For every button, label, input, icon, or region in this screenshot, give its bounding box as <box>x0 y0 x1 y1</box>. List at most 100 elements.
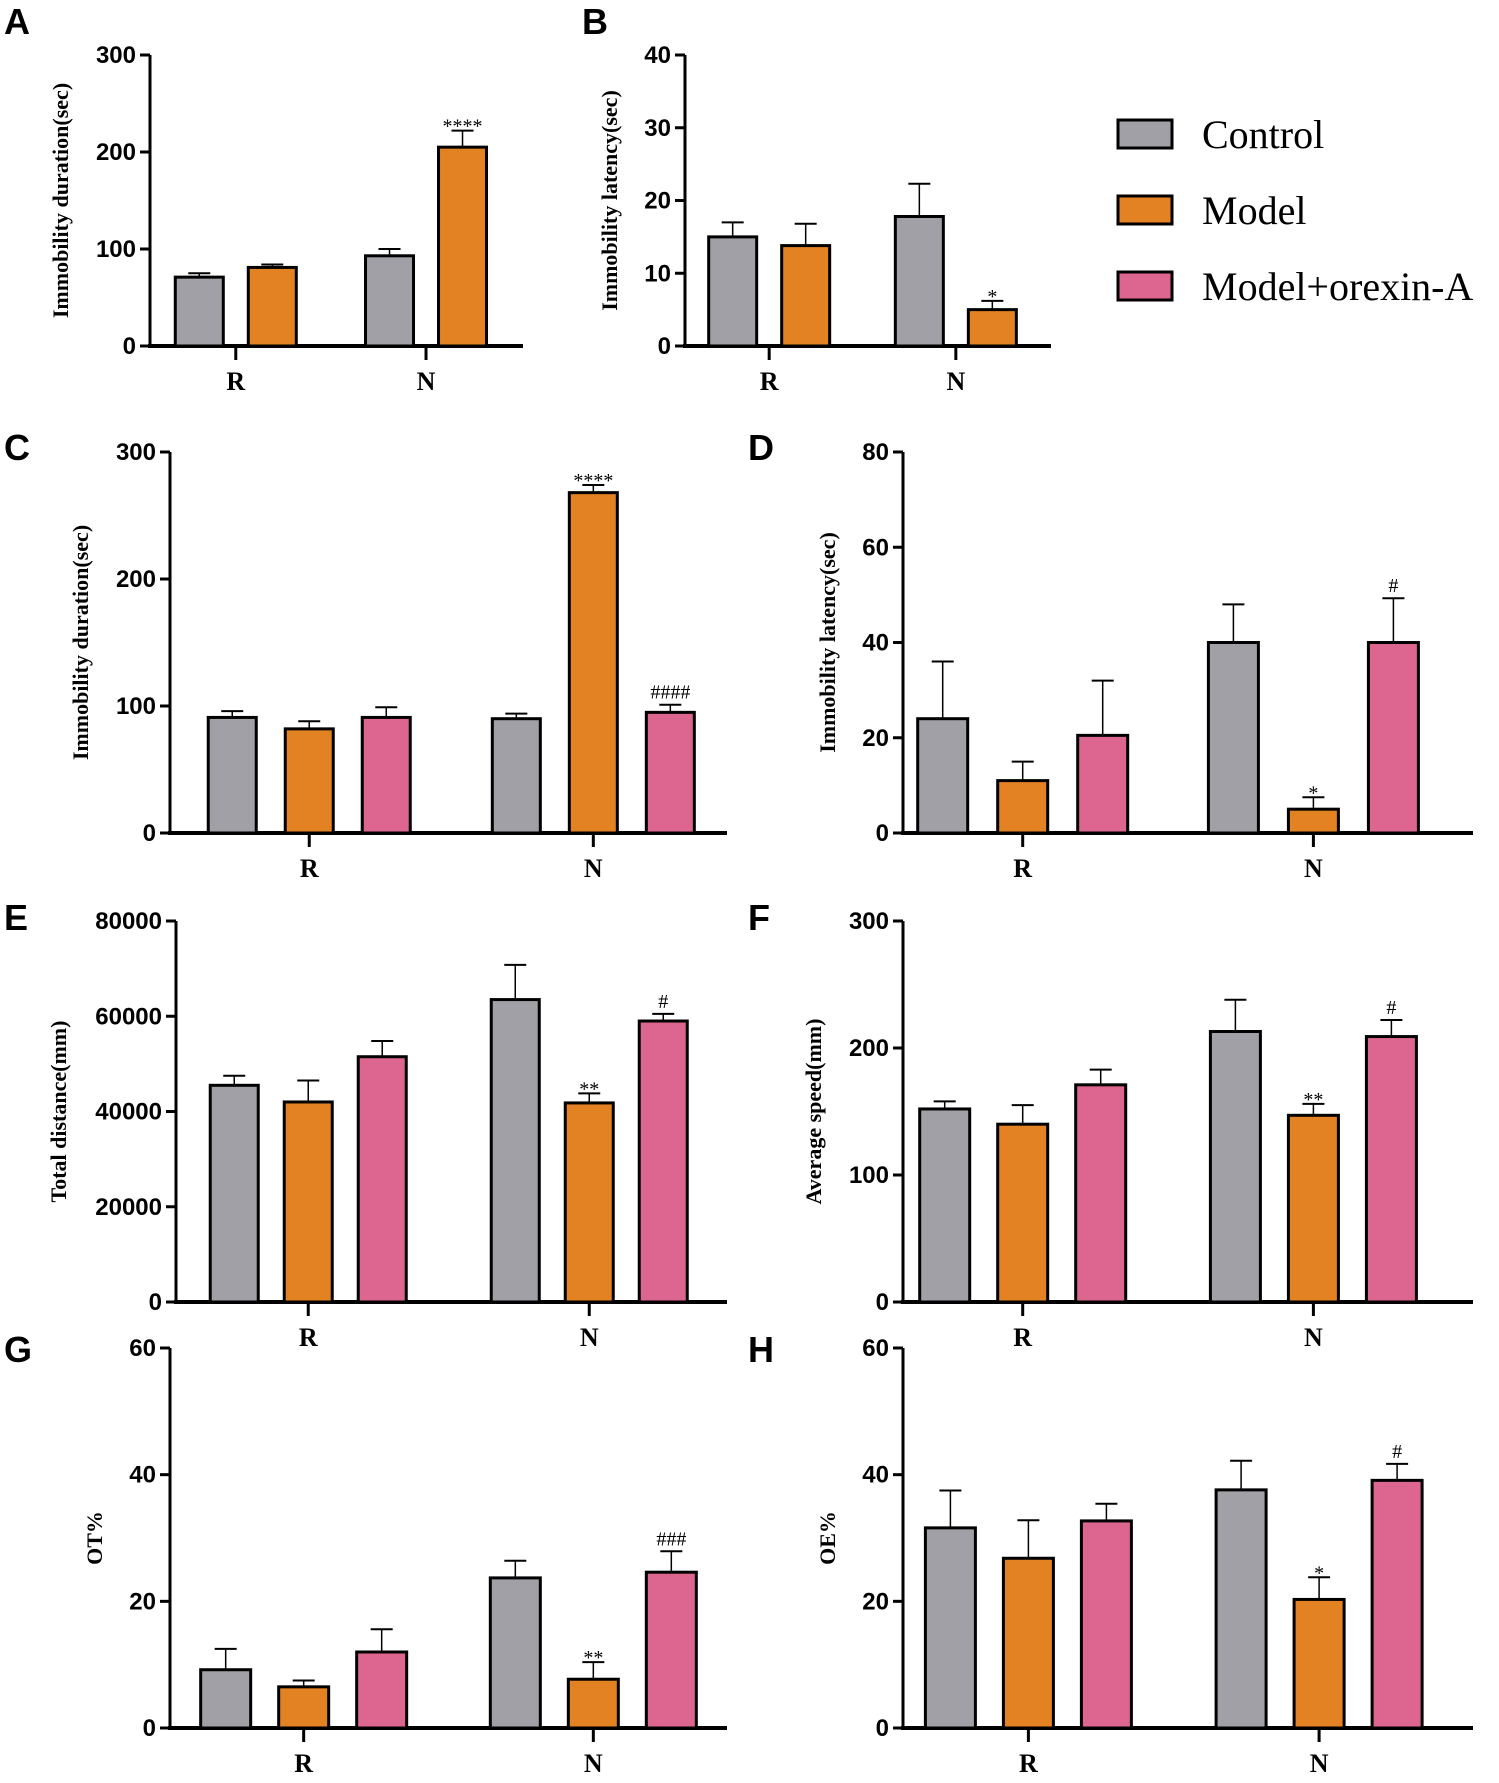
panel-c: C 0 100 200 300 Immobility duration(sec) R N ***… <box>4 427 727 883</box>
y-axis-label: Immobility latency(sec) <box>597 90 622 311</box>
y-axis-label: OT% <box>82 1511 107 1565</box>
bar-model-orexin-a-n <box>1366 641 1420 835</box>
y-axis-label: Average speed(mm) <box>801 1019 826 1205</box>
y-axis-label: Immobility duration(sec) <box>68 525 93 760</box>
legend-label: Model+orexin-A <box>1202 264 1474 309</box>
significance-mark: # <box>1388 575 1398 597</box>
bar-model-r <box>996 1122 1050 1304</box>
bar-model-r <box>780 244 832 348</box>
x-tick-label: N <box>417 367 436 396</box>
y-tick-label: 20 <box>862 1588 889 1615</box>
bar-model-orexin-a-n <box>1370 1478 1424 1730</box>
y-tick-label: 0 <box>143 820 156 847</box>
legend-swatch <box>1116 118 1174 150</box>
bar-model-r <box>246 265 298 348</box>
panel-letter: F <box>748 897 770 938</box>
y-tick-label: 10 <box>644 260 671 287</box>
y-tick-label: 200 <box>96 139 136 166</box>
x-tick-label: R <box>226 367 245 396</box>
x-tick-label: R <box>1013 1323 1032 1352</box>
significance-mark: **** <box>443 116 483 138</box>
bar-control-r <box>918 1107 972 1304</box>
x-tick-label: N <box>946 367 965 396</box>
significance-mark: # <box>658 991 668 1013</box>
panel-letter: G <box>4 1329 32 1370</box>
significance-mark: ** <box>579 1078 599 1100</box>
bar-model-n <box>1286 807 1340 835</box>
bar-control-n <box>893 215 945 348</box>
panel-d: D 0 20 40 60 80 Immobility latency(sec) R N * # <box>748 427 1473 883</box>
bar-control-r <box>923 1526 977 1730</box>
panel-letter: H <box>748 1329 774 1370</box>
y-tick-label: 0 <box>658 333 671 360</box>
significance-mark: ### <box>656 1528 686 1550</box>
y-tick-label: 0 <box>143 1715 156 1742</box>
significance-mark: * <box>987 286 997 308</box>
y-tick-label: 20 <box>129 1588 156 1615</box>
y-tick-label: 300 <box>849 908 889 935</box>
y-tick-label: 30 <box>644 115 671 142</box>
legend-swatch <box>1116 270 1174 302</box>
y-tick-label: 20 <box>644 188 671 215</box>
y-tick-label: 200 <box>849 1035 889 1062</box>
significance-mark: # <box>1392 1441 1402 1463</box>
bar-control-r <box>173 275 225 348</box>
y-tick-label: 300 <box>116 439 156 466</box>
y-tick-label: 0 <box>876 1715 889 1742</box>
panel-letter: B <box>582 1 608 42</box>
bar-model-r <box>1001 1556 1055 1730</box>
x-tick-label: N <box>584 854 603 883</box>
panel-h: H 0 20 40 60 OE% R N * # <box>748 1329 1473 1778</box>
panel-letter: C <box>4 427 30 468</box>
x-tick-label: N <box>584 1749 603 1778</box>
bar-control-r <box>707 235 759 348</box>
panel-letter: D <box>748 427 774 468</box>
y-axis-label: Immobility latency(sec) <box>815 532 840 753</box>
bar-model-n <box>437 145 489 348</box>
bar-model-r <box>996 779 1050 835</box>
bar-model-n <box>563 1101 615 1304</box>
y-tick-label: 80 <box>862 439 889 466</box>
bar-model-orexin-a-r <box>355 1650 409 1730</box>
y-tick-label: 100 <box>116 693 156 720</box>
bar-model-orexin-a-r <box>1079 1519 1133 1730</box>
panel-f: F 0 100 200 300 Average speed(mm) R N ** # <box>748 897 1473 1352</box>
panel-g: G 0 20 40 60 OT% R N ** ### <box>4 1329 727 1778</box>
y-axis-label: Total distance(mm) <box>46 1021 71 1203</box>
bar-model-orexin-a-r <box>356 1055 408 1304</box>
bar-control-n <box>488 1576 542 1730</box>
bar-model-orexin-a-n <box>644 1570 698 1730</box>
x-tick-label: R <box>1013 854 1032 883</box>
significance-mark: ** <box>1303 1089 1323 1111</box>
x-tick-label: N <box>1310 1749 1329 1778</box>
bar-model-n <box>966 308 1018 348</box>
x-tick-label: R <box>300 854 319 883</box>
bar-model-n <box>1286 1113 1340 1304</box>
bar-control-r <box>208 1083 260 1304</box>
panel-a: A 0 100 200 300 Immobility duration(sec) R N ***… <box>4 1 523 396</box>
x-tick-label: R <box>760 367 779 396</box>
x-tick-label: R <box>1019 1749 1038 1778</box>
bar-model-orexin-a-n <box>637 1019 689 1304</box>
y-tick-label: 20000 <box>95 1194 162 1221</box>
x-tick-label: N <box>580 1323 599 1352</box>
bar-control-n <box>489 998 541 1304</box>
y-axis-label: OE% <box>815 1511 840 1565</box>
bar-model-orexin-a-n <box>1364 1035 1418 1304</box>
panel-b: B 0 10 20 30 40 Immobility latency(sec) R N * <box>582 1 1051 396</box>
y-tick-label: 0 <box>149 1289 162 1316</box>
y-tick-label: 60 <box>862 534 889 561</box>
legend-label: Model <box>1202 188 1306 233</box>
significance-mark: * <box>1308 782 1318 804</box>
bar-control-r <box>916 717 970 835</box>
bar-model-orexin-a-r <box>1074 1083 1128 1304</box>
y-tick-label: 60000 <box>95 1003 162 1030</box>
panel-letter: E <box>4 897 28 938</box>
significance-mark: * <box>1314 1562 1324 1584</box>
y-tick-label: 40 <box>644 42 671 69</box>
y-tick-label: 200 <box>116 566 156 593</box>
legend-swatch <box>1116 194 1174 226</box>
x-tick-label: N <box>1304 854 1323 883</box>
